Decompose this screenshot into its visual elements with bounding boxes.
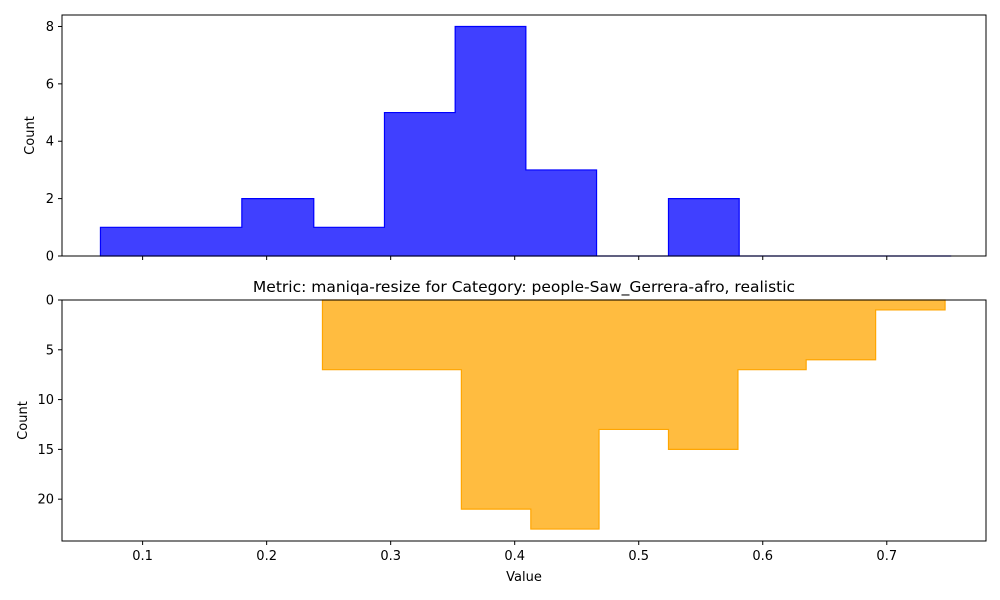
x-tick-label: 0.1 (132, 549, 153, 564)
y-tick-label: 15 (37, 443, 54, 458)
y-tick-label: 0 (46, 250, 54, 265)
x-axis-label: Value (506, 570, 542, 585)
y-tick-label: 4 (46, 135, 54, 150)
y-tick-label: 8 (46, 20, 54, 35)
y-tick-label: 0 (46, 294, 54, 309)
x-tick-label: 0.2 (256, 549, 277, 564)
x-tick-label: 0.7 (876, 549, 897, 564)
histogram-series-1 (99, 25, 952, 257)
y-axis-label: Count (16, 401, 31, 440)
chart-title: Metric: maniqa-resize for Category: peop… (253, 278, 795, 297)
y-tick-label: 6 (46, 77, 54, 92)
y-tick-label: 10 (37, 393, 54, 408)
axes-frame (61, 14, 987, 257)
x-tick-label: 0.6 (752, 549, 773, 564)
y-tick-label: 20 (37, 493, 54, 508)
y-tick-label: 5 (46, 343, 54, 358)
x-tick-label: 0.3 (380, 549, 401, 564)
histogram-panel-1: 0 2 4 6 8 Count (23, 14, 987, 265)
histogram-series-1 (321, 299, 946, 530)
x-tick-label: 0.5 (628, 549, 649, 564)
x-tick-label: 0.4 (504, 549, 525, 564)
axes-frame (61, 299, 987, 542)
histogram-panel-2: 0.1 0.2 0.3 0.4 0.5 0.6 0.7 0 5 10 15 20 Count Metric… (16, 278, 987, 585)
y-tick-label: 2 (46, 192, 54, 207)
y-axis-label: Count (23, 116, 38, 155)
